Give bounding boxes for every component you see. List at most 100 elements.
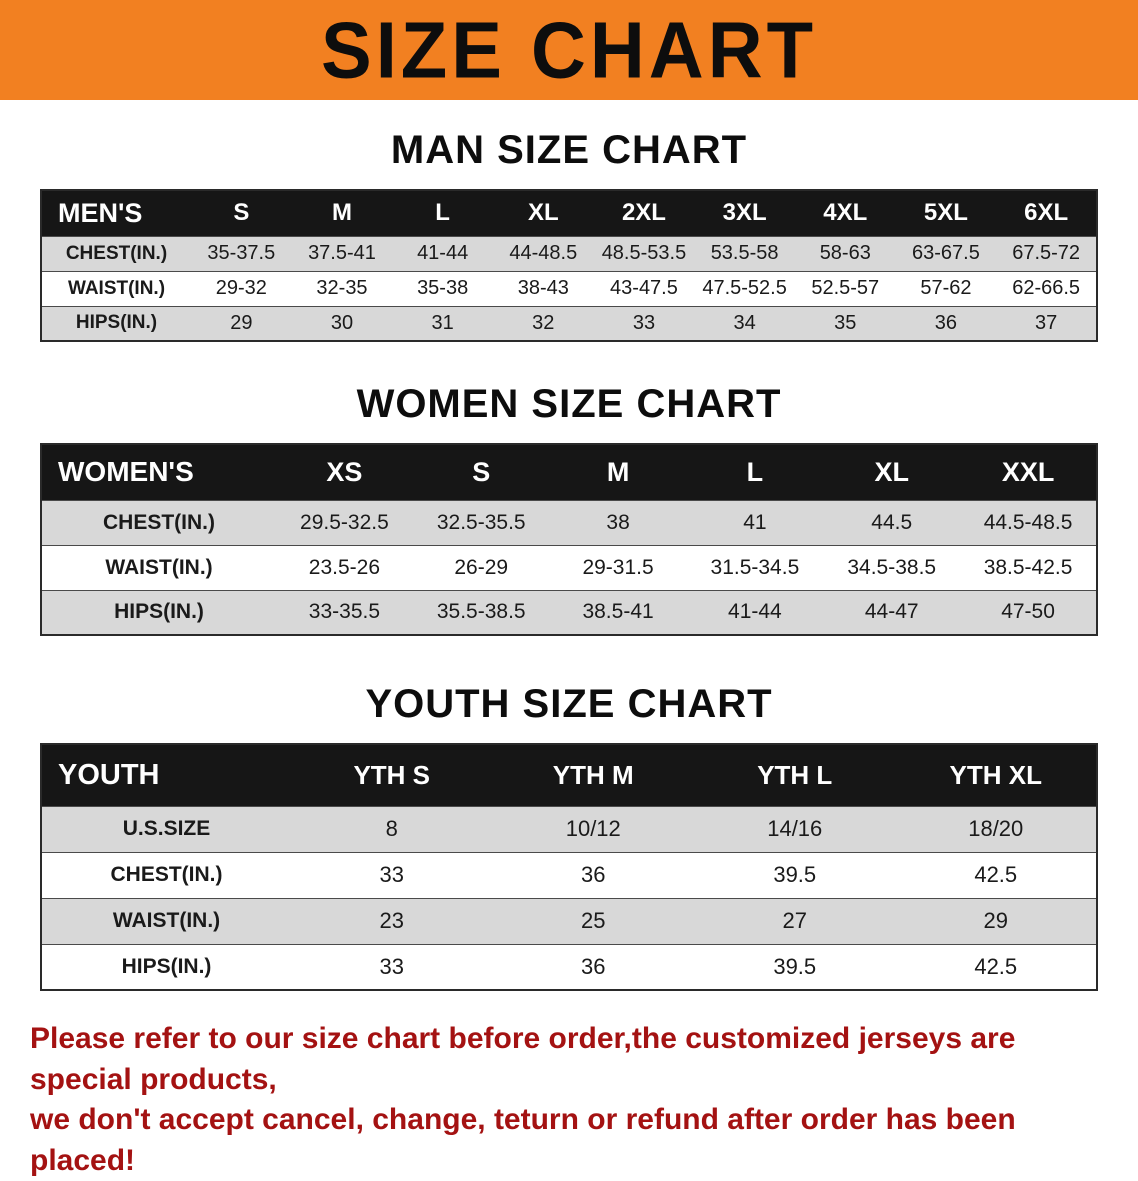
men-section-heading: MAN SIZE CHART xyxy=(390,128,748,172)
size-value-cell: 34.5-38.5 xyxy=(847,555,937,579)
size-value-cell: 25 xyxy=(581,908,606,933)
size-value-cell: 32-35 xyxy=(316,277,368,299)
size-column-header: 5XL xyxy=(895,190,997,236)
size-value-cell: 44.5-48.5 xyxy=(983,510,1073,534)
size-column-header: YTH L xyxy=(694,744,896,806)
youth-section-heading: YOUTH SIZE CHART xyxy=(365,682,773,726)
size-value-cell: 26-29 xyxy=(454,555,509,579)
table-header-row: YOUTH YTH S YTH M YTH L YTH XL xyxy=(41,744,1097,806)
size-column-header: XXL xyxy=(960,444,1097,500)
size-column-header: 6XL xyxy=(996,190,1097,236)
size-column-header: XL xyxy=(823,444,961,500)
size-column-header: YTH XL xyxy=(895,744,1097,806)
measurement-row: WAIST(IN.) 29-32 32-35 35-38 38-43 43-47.5 47.… xyxy=(41,271,1097,306)
women-section-heading: WOMEN SIZE CHART xyxy=(356,382,782,426)
measurement-row: HIPS(IN.) 33-35.5 35.5-38.5 38.5-41 41-44 44-… xyxy=(41,590,1097,635)
size-value-cell: 47-50 xyxy=(1001,600,1055,624)
size-value-cell: 47.5-52.5 xyxy=(702,277,787,299)
measurement-row-label: U.S.SIZE xyxy=(122,817,211,840)
measurement-row-label: CHEST(IN.) xyxy=(110,863,223,886)
page-title: SIZE CHART xyxy=(321,5,817,95)
disclaimer-note: Please refer to our size chart before or… xyxy=(0,1019,1138,1181)
size-value-cell: 34 xyxy=(733,311,756,334)
size-value-cell: 38.5-41 xyxy=(582,600,654,624)
size-value-cell: 30 xyxy=(330,311,354,334)
size-value-cell: 36 xyxy=(581,953,606,979)
measurement-row: WAIST(IN.) 23 25 27 29 xyxy=(41,898,1097,944)
disclaimer-line-2: we don't accept cancel, change, teturn o… xyxy=(30,1103,1016,1177)
size-column-header: M xyxy=(549,444,687,500)
measurement-row-label: HIPS(IN.) xyxy=(121,954,212,978)
size-value-cell: 44-47 xyxy=(864,600,919,624)
measurement-row-label: HIPS(IN.) xyxy=(114,600,204,624)
measurement-row: CHEST(IN.) 35-37.5 37.5-41 41-44 44-48.5 48.5… xyxy=(41,236,1097,271)
measurement-row: CHEST(IN.) 29.5-32.5 32.5-35.5 38 41 44.5 44.5… xyxy=(41,500,1097,545)
size-column-header: YTH S xyxy=(291,744,493,806)
size-value-cell: 33 xyxy=(632,311,656,334)
measurement-row-label: CHEST(IN.) xyxy=(103,510,215,534)
size-column-header: 3XL xyxy=(694,190,795,236)
size-value-cell: 36 xyxy=(934,311,958,334)
size-value-cell: 48.5-53.5 xyxy=(601,242,687,264)
size-value-cell: 29.5-32.5 xyxy=(300,510,389,534)
size-value-cell: 29-32 xyxy=(215,277,267,299)
size-value-cell: 39.5 xyxy=(773,953,817,979)
size-value-cell: 42.5 xyxy=(974,953,1018,979)
size-value-cell: 58-63 xyxy=(819,242,871,264)
size-column-header: M xyxy=(291,190,393,236)
size-value-cell: 35-37.5 xyxy=(207,242,276,264)
youth-size-section: YOUTH SIZE CHART YOUTH YTH S YTH M YTH L YTH… xyxy=(0,682,1138,991)
measurement-row: HIPS(IN.) 33 36 39.5 42.5 xyxy=(41,944,1097,990)
women-size-section: WOMEN SIZE CHART WOMEN'S XS S M L XL XXL CHEST(… xyxy=(0,382,1138,636)
size-value-cell: 38-43 xyxy=(517,277,569,299)
youth-size-table: YOUTH YTH S YTH M YTH L YTH XL U.S.SIZE 8 10/12… xyxy=(40,743,1098,991)
size-value-cell: 36 xyxy=(581,862,606,887)
size-value-cell: 35.5-38.5 xyxy=(436,600,526,624)
table-corner-label: YOUTH xyxy=(41,744,291,806)
size-value-cell: 14/16 xyxy=(767,816,823,841)
size-value-cell: 31.5-34.5 xyxy=(710,555,800,579)
size-column-header: XS xyxy=(276,444,413,500)
table-corner-label: WOMEN'S xyxy=(41,444,276,500)
size-value-cell: 32.5-35.5 xyxy=(436,510,526,534)
measurement-row-label: WAIST(IN.) xyxy=(67,277,166,299)
measurement-row-label: HIPS(IN.) xyxy=(75,312,158,334)
size-column-header: 4XL xyxy=(794,190,896,236)
size-value-cell: 39.5 xyxy=(773,862,817,887)
size-value-cell: 33-35.5 xyxy=(308,600,381,624)
measurement-row: CHEST(IN.) 33 36 39.5 42.5 xyxy=(41,852,1097,898)
size-value-cell: 63-67.5 xyxy=(912,242,980,264)
men-size-table: MEN'S S M L XL 2XL 3XL 4XL 5XL 6XL CHEST(IN.) 35-37… xyxy=(40,189,1098,342)
size-chart-banner: SIZE CHART xyxy=(0,0,1138,100)
size-column-header: S xyxy=(412,444,550,500)
table-header-row: WOMEN'S XS S M L XL XXL xyxy=(41,444,1097,500)
size-column-header: XL xyxy=(492,190,594,236)
size-value-cell: 53.5-58 xyxy=(710,242,779,264)
size-column-header: L xyxy=(686,444,824,500)
size-value-cell: 41-44 xyxy=(728,600,782,624)
size-value-cell: 10/12 xyxy=(565,816,621,841)
size-value-cell: 31 xyxy=(431,311,454,334)
size-value-cell: 29-31.5 xyxy=(582,555,654,579)
size-value-cell: 29 xyxy=(230,311,253,334)
size-value-cell: 8 xyxy=(385,816,398,841)
size-value-cell: 18/20 xyxy=(968,816,1024,841)
size-column-header: L xyxy=(392,190,493,236)
size-value-cell: 37 xyxy=(1035,311,1058,334)
measurement-row-label: WAIST(IN.) xyxy=(105,555,213,579)
measurement-row: WAIST(IN.) 23.5-26 26-29 29-31.5 31.5-34.5 34… xyxy=(41,545,1097,590)
size-value-cell: 42.5 xyxy=(974,862,1018,887)
measurement-row-label: WAIST(IN.) xyxy=(112,909,221,932)
disclaimer-line-1: Please refer to our size chart before or… xyxy=(30,1022,1016,1096)
size-value-cell: 41 xyxy=(743,510,767,534)
size-value-cell: 32 xyxy=(532,311,555,334)
size-value-cell: 33 xyxy=(379,953,404,979)
size-column-header: 2XL xyxy=(593,190,695,236)
size-value-cell: 29 xyxy=(983,908,1008,933)
size-column-header: S xyxy=(191,190,292,236)
men-size-section: MAN SIZE CHART MEN'S S M L XL 2XL 3XL 4XL 5XL 6XL… xyxy=(0,128,1138,342)
table-header-row: MEN'S S M L XL 2XL 3XL 4XL 5XL 6XL xyxy=(41,190,1097,236)
size-value-cell: 38.5-42.5 xyxy=(983,555,1073,579)
size-value-cell: 33 xyxy=(379,862,404,887)
measurement-row-label: CHEST(IN.) xyxy=(65,242,168,264)
